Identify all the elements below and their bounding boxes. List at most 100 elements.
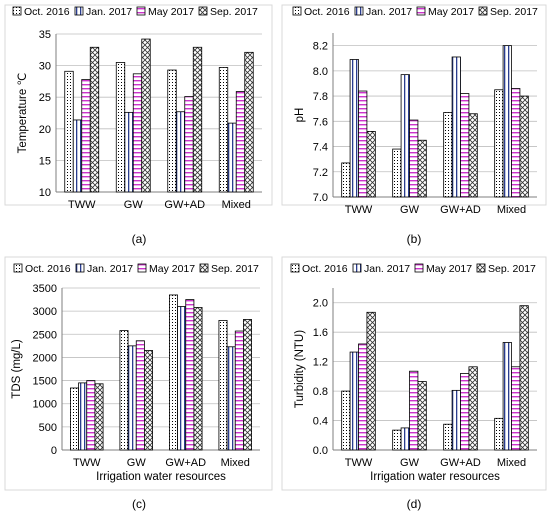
legend-jan-2017-label: Jan. 2017 (87, 263, 133, 275)
bar-jan-2017 (127, 345, 137, 451)
bar-may-2017 (511, 366, 521, 451)
bar-oct-2016 (115, 62, 126, 193)
bar-oct-2016 (218, 319, 228, 451)
legend-sep-2017-label: Sep. 2017 (488, 263, 536, 275)
legend-may-2017-label: May 2017 (428, 6, 474, 18)
bar-jan-2017 (451, 56, 461, 198)
bar-oct-2016 (392, 148, 402, 198)
y-tick-label: 1.6 (313, 327, 328, 339)
legend-sep-2017-swatch (198, 6, 208, 16)
legend-sep-2017-swatch (476, 263, 486, 273)
y-axis-label: TDS (mg/L) (11, 339, 23, 399)
legend-jan-2017-label: Jan. 2017 (366, 6, 412, 18)
bar-oct-2016 (70, 387, 79, 451)
bar-oct-2016 (341, 390, 351, 451)
bar-may-2017 (135, 340, 145, 451)
legend-may-2017-label: May 2017 (426, 263, 472, 275)
bar-sep-2017 (417, 381, 427, 451)
bar-jan-2017 (124, 111, 134, 193)
bar-oct-2016 (494, 417, 504, 451)
y-axis-label: Turbidity (NTU) (294, 330, 306, 408)
bar-jan-2017 (502, 342, 512, 451)
y-tick-label: 2500 (33, 329, 57, 341)
bar-jan-2017 (400, 427, 410, 451)
bar-oct-2016 (494, 89, 504, 198)
bar-oct-2016 (167, 69, 177, 193)
bar-jan-2017 (175, 111, 186, 193)
legend-jan-2017-swatch (74, 6, 84, 16)
x-tick-label: Mixed (497, 204, 526, 216)
legend-sep-2017-label: Sep. 2017 (210, 6, 258, 18)
bar-oct-2016 (341, 162, 351, 198)
temperature-chart: Oct. 2016 Jan. 2017 May 2017 Sep. 2017 10 15 2… (12, 6, 262, 211)
y-tick-label: 25 (39, 92, 51, 104)
legend-may-2017-label: May 2017 (149, 263, 195, 275)
bar-may-2017 (86, 380, 96, 451)
turbidity-chart: Oct. 2016 Jan. 2017 May 2017 Sep. 2017 0.0 0.… (290, 263, 537, 483)
x-axis-label: Irrigation water resources (96, 471, 226, 483)
y-tick-label: 8.0 (313, 66, 328, 78)
legend-may-2017-swatch (416, 6, 426, 16)
legend-oct-2016-swatch (13, 263, 23, 273)
x-tick-label: GW+AD (440, 457, 481, 469)
bar-may-2017 (184, 96, 194, 193)
y-tick-label: 7.4 (313, 142, 328, 154)
y-tick-label: 0.0 (313, 445, 328, 457)
legend-oct-2016-label: Oct. 2016 (304, 6, 350, 18)
bar-sep-2017 (519, 95, 529, 198)
bar-sep-2017 (519, 305, 529, 451)
panel-a-frame (4, 4, 273, 206)
legend-oct-2016-label: Oct. 2016 (302, 263, 348, 275)
x-tick-label: Mixed (222, 199, 251, 211)
bar-may-2017 (409, 370, 419, 451)
y-tick-label: 7.0 (313, 192, 328, 204)
y-tick-label: 20 (39, 124, 51, 136)
legend-sep-2017-swatch (478, 6, 488, 16)
bar-jan-2017 (502, 45, 512, 198)
bar-sep-2017 (468, 113, 478, 198)
y-tick-label: 500 (39, 422, 57, 434)
y-tick-label: 3000 (33, 306, 57, 318)
bar-sep-2017 (468, 366, 478, 451)
x-tick-label: TWW (68, 199, 96, 211)
bar-sep-2017 (192, 46, 203, 193)
bar-sep-2017 (141, 38, 151, 193)
bar-sep-2017 (243, 319, 252, 451)
tds-chart: Oct. 2016 Jan. 2017 May 2017 Sep. 2017 0 500 1… (11, 263, 260, 483)
bar-jan-2017 (177, 306, 187, 451)
x-tick-label: TWW (345, 204, 373, 216)
x-tick-label: GW+AD (164, 199, 205, 211)
x-tick-label: GW (124, 199, 144, 211)
legend-jan-2017-label: Jan. 2017 (86, 6, 132, 18)
panel-c-frame (4, 256, 273, 491)
bar-may-2017 (358, 90, 368, 198)
bar-may-2017 (460, 93, 470, 198)
legend-sep-2017-label: Sep. 2017 (211, 263, 259, 275)
bar-oct-2016 (392, 429, 402, 451)
bar-oct-2016 (443, 423, 453, 451)
bar-may-2017 (511, 88, 521, 198)
x-tick-label: Mixed (497, 457, 526, 469)
panel-d-frame (281, 256, 547, 491)
y-tick-label: 15 (39, 155, 51, 167)
y-tick-label: 7.6 (313, 116, 328, 128)
bar-sep-2017 (193, 307, 203, 451)
legend-sep-2017-swatch (199, 263, 209, 273)
y-tick-label: 0.4 (313, 416, 328, 428)
y-axis-label: pH (294, 108, 306, 123)
legend-oct-2016-label: Oct. 2016 (25, 263, 71, 275)
bar-jan-2017 (349, 59, 359, 198)
legend-jan-2017-swatch (354, 6, 364, 16)
bar-jan-2017 (400, 74, 410, 198)
bar-sep-2017 (366, 311, 376, 451)
panel-b-frame (281, 4, 547, 206)
y-tick-label: 10 (39, 187, 51, 199)
x-tick-label: TWW (345, 457, 373, 469)
bar-sep-2017 (144, 350, 153, 451)
y-tick-label: 1.2 (313, 357, 328, 369)
panel-label-d: (d) (407, 497, 422, 511)
legend-may-2017-swatch (414, 263, 424, 273)
bar-sep-2017 (366, 130, 376, 198)
